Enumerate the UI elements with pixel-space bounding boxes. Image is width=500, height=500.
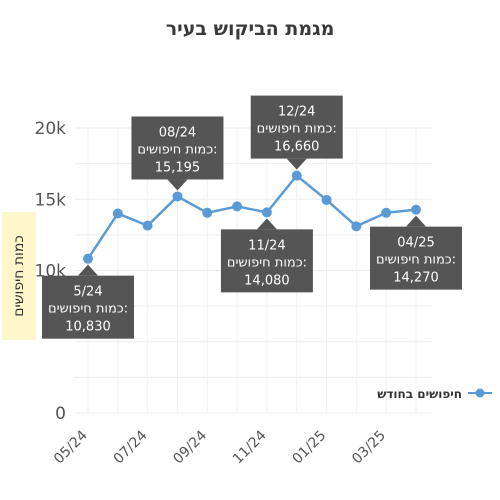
x-tick-label: 03/25 [349,428,389,468]
x-tick-label: 09/24 [170,427,210,467]
annotation-label: כמות חיפושים: [137,142,217,157]
annotation-value: 10,830 [65,320,111,335]
data-point [381,207,392,218]
data-point [112,208,123,219]
x-tick-label: 01/25 [290,428,330,468]
annotation-label: כמות חיפושים: [257,122,337,137]
x-tick-label: 11/24 [230,427,270,467]
data-point [172,191,183,202]
annotation-pointer [286,158,307,170]
annotation-date: 12/24 [278,105,315,120]
data-point [291,170,302,181]
legend-label: חיפושים בחודש [377,387,462,401]
annotation-box [250,95,343,159]
annotation-value: 14,270 [393,271,439,286]
annotation-pointer [256,218,277,230]
data-point [83,253,93,264]
y-tick-label: 20k [35,119,67,139]
data-point [202,207,213,218]
legend-marker [475,388,485,398]
annotation-box [370,226,462,290]
series-line [86,173,417,260]
data-point [232,201,243,212]
data-point [351,221,362,232]
annotation-value: 15,195 [155,160,201,175]
data-point [321,194,332,205]
annotation-pointer [406,215,426,227]
annotation-value: 16,660 [274,140,320,155]
annotation-box [131,116,224,180]
chart-title: מגמת הביקוש בעיר [165,18,335,40]
data-point [411,204,421,215]
data-point [261,207,272,218]
annotation-label: כמות חיפושים: [227,255,307,270]
data-point [142,220,153,231]
x-tick-label: 05/24 [51,427,91,467]
annotation-pointer [167,179,188,191]
x-tick-label: 07/24 [111,427,151,467]
annotation-date: 5/24 [73,285,102,300]
annotation-box [42,275,134,339]
annotation-label: כמות חיפושים: [376,253,456,268]
annotation-value: 14,080 [244,273,290,288]
annotation-box [220,229,313,293]
annotation-date: 04/25 [397,236,434,251]
y-tick-label: 0 [55,404,66,424]
annotation-date: 11/24 [248,238,285,253]
y-axis-label-highlight [2,212,36,340]
annotation-date: 08/24 [159,125,196,140]
annotation-label: כמות חיפושים: [48,302,128,317]
annotation-pointer [78,264,98,276]
y-tick-label: 15k [35,190,67,210]
